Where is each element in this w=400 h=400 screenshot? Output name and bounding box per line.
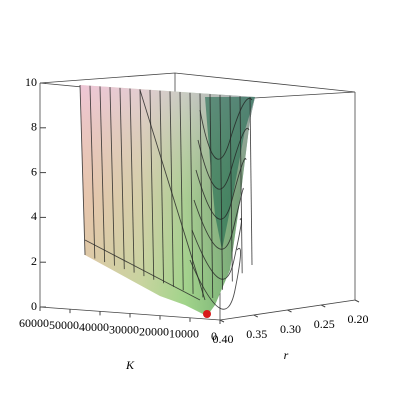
x-tick-label: 30000 xyxy=(109,322,139,336)
x-tick-label: 10000 xyxy=(169,327,199,341)
z-tick-label: 8 xyxy=(31,120,37,134)
z-tick-label: 2 xyxy=(31,254,37,268)
minimum-point xyxy=(203,310,211,318)
x-axis-label: K xyxy=(125,358,135,372)
mesh-line xyxy=(139,89,145,277)
mesh-line xyxy=(199,97,253,160)
mesh-line xyxy=(239,96,243,274)
z-tick-label: 10 xyxy=(25,75,37,89)
mesh-line xyxy=(129,88,135,273)
mesh-line xyxy=(197,127,250,190)
mesh-line xyxy=(179,92,184,291)
mesh-line xyxy=(119,87,125,270)
mesh-line xyxy=(193,187,244,250)
y-tick-label: 0.20 xyxy=(348,312,369,326)
mesh-line xyxy=(229,95,233,282)
mesh-line xyxy=(89,85,96,259)
mesh-line xyxy=(169,91,174,287)
mesh-line xyxy=(109,87,115,266)
mesh-line xyxy=(191,217,242,280)
mesh-line xyxy=(79,84,86,256)
y-tick xyxy=(354,299,360,303)
y-tick xyxy=(287,309,292,313)
mesh-line xyxy=(99,86,106,263)
y-axis-label: r xyxy=(284,348,289,362)
mesh-line xyxy=(159,90,165,284)
y-tick xyxy=(321,304,326,308)
mesh-line xyxy=(195,157,247,220)
mesh-line xyxy=(199,93,204,298)
z-tick-label: 6 xyxy=(31,164,37,178)
x-tick-label: 50000 xyxy=(49,318,79,332)
z-tick-label: 0 xyxy=(31,299,37,313)
mesh-line xyxy=(209,94,214,298)
y-tick xyxy=(253,314,258,318)
y-tick xyxy=(219,319,225,323)
mesh-line xyxy=(219,94,223,290)
x-tick-label: 0 xyxy=(211,329,217,343)
y-tick-label: 0.35 xyxy=(246,327,267,341)
x-tick-label: 20000 xyxy=(139,324,169,338)
y-tick-label: 0.25 xyxy=(314,317,335,331)
mesh-line xyxy=(189,247,241,310)
x-tick-label: 60000 xyxy=(19,316,49,330)
x-tick-label: 40000 xyxy=(79,320,109,334)
mesh-line xyxy=(149,89,155,280)
surface xyxy=(79,84,255,318)
y-tick-label: 0.30 xyxy=(280,322,301,336)
mesh-line xyxy=(84,89,206,301)
z-tick-label: 4 xyxy=(31,209,37,223)
mesh-line xyxy=(249,96,253,266)
y-tick-label: 0.40 xyxy=(213,332,234,346)
